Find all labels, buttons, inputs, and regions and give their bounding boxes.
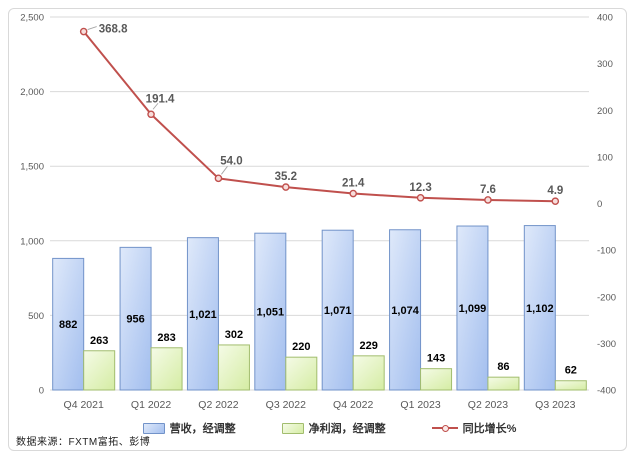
growth-label-leader xyxy=(152,102,159,110)
revenue-bar-swatch-icon xyxy=(142,422,165,434)
x-axis-label: Q4 2021 xyxy=(64,399,104,411)
x-axis-label: Q3 2023 xyxy=(535,399,575,411)
growth-marker xyxy=(416,193,425,202)
profit-bar xyxy=(487,376,520,391)
revenue-bar-label: 1,099 xyxy=(459,303,487,315)
growth-point-label: 368.8 xyxy=(99,24,128,36)
profit-bar xyxy=(83,350,116,391)
revenue-bar xyxy=(389,229,422,391)
growth-marker xyxy=(484,196,492,204)
legend-item-profit: 净利润，经调整 xyxy=(281,420,386,436)
growth-line-swatch-icon xyxy=(431,424,458,433)
legend-item-revenue: 营收，经调整 xyxy=(142,420,236,436)
profit-bar-label: 283 xyxy=(157,332,175,344)
revenue-bar xyxy=(254,232,287,391)
growth-point-label: 7.6 xyxy=(480,184,496,196)
right-axis-tick-label: 100 xyxy=(597,152,613,163)
revenue-bar-label: 1,102 xyxy=(526,303,554,315)
revenue-bar-label: 1,051 xyxy=(257,307,285,319)
revenue-bar-label: 1,071 xyxy=(324,305,352,317)
right-axis-tick-label: -300 xyxy=(597,339,616,350)
legend-label-revenue: 营收，经调整 xyxy=(169,423,236,435)
revenue-bar xyxy=(186,237,219,391)
growth-marker xyxy=(349,189,357,198)
x-axis-label: Q4 2022 xyxy=(333,399,373,411)
legend: 营收，经调整 净利润，经调整 同比增长% xyxy=(12,420,635,436)
right-axis-tick-label: -200 xyxy=(597,292,616,303)
revenue-bar xyxy=(119,246,152,391)
growth-point-label: 12.3 xyxy=(409,182,431,194)
right-axis-tick-label: -400 xyxy=(597,386,616,397)
x-axis-label: Q2 2022 xyxy=(198,399,238,411)
revenue-bar xyxy=(52,257,85,391)
growth-point-label: 54.0 xyxy=(220,155,242,167)
profit-bar xyxy=(217,344,250,391)
profit-bar-label: 62 xyxy=(565,365,577,377)
growth-point-label: 191.4 xyxy=(146,93,175,105)
left-axis-tick-label: 1,000 xyxy=(20,236,44,247)
right-axis-tick-label: -100 xyxy=(597,246,616,257)
growth-line xyxy=(82,30,556,203)
profit-bar xyxy=(352,355,385,391)
growth-label-leader xyxy=(221,166,228,175)
growth-line-swatch-marker xyxy=(441,424,449,432)
right-axis-tick-label: 400 xyxy=(597,13,613,24)
profit-bar-label: 302 xyxy=(225,329,243,341)
profit-bar-label: 220 xyxy=(292,341,310,353)
growth-marker xyxy=(282,183,290,191)
x-axis-label: Q3 2022 xyxy=(266,399,306,411)
growth-marker xyxy=(79,27,88,36)
revenue-bar-label: 1,074 xyxy=(391,305,419,317)
source-note: 数据来源：FXTM富拓、彭博 xyxy=(16,437,151,448)
profit-bar xyxy=(554,380,587,391)
right-axis-tick-label: 300 xyxy=(597,59,613,70)
x-axis-label: Q2 2023 xyxy=(468,399,508,411)
profit-bar xyxy=(420,368,453,391)
right-axis-tick-label: 200 xyxy=(597,106,613,117)
left-axis-tick-label: 2,000 xyxy=(20,87,44,98)
growth-label-leader xyxy=(87,26,97,30)
growth-point-label: 21.4 xyxy=(342,178,365,190)
combo-chart: 0 500 1,000 1,500 2,000 2,500 -400 -300 -200 -100… xyxy=(20,13,616,412)
revenue-bar xyxy=(321,229,354,391)
left-axis-tick-label: 2,500 xyxy=(20,13,44,24)
left-axis-tick-label: 500 xyxy=(28,311,44,322)
profit-bar-swatch-icon xyxy=(281,422,304,434)
profit-bar xyxy=(150,347,183,391)
profit-bar-label: 143 xyxy=(427,353,445,365)
legend-item-growth: 同比增长% xyxy=(431,420,517,436)
left-axis-tick-label: 0 xyxy=(39,386,44,397)
right-axis-tick-label: 0 xyxy=(597,199,602,210)
left-axis-tick-label: 1,500 xyxy=(20,162,44,173)
revenue-bar-label: 1,021 xyxy=(189,309,217,321)
profit-bar-label: 263 xyxy=(90,335,108,347)
growth-marker xyxy=(214,174,223,183)
revenue-bar xyxy=(456,225,489,391)
growth-point-label: 35.2 xyxy=(275,171,297,183)
growth-point-label: 4.9 xyxy=(547,185,563,197)
legend-label-profit: 净利润，经调整 xyxy=(308,423,386,435)
x-axis-label: Q1 2023 xyxy=(400,399,440,411)
revenue-bar-label: 882 xyxy=(59,319,77,331)
growth-marker xyxy=(551,197,560,206)
revenue-bar xyxy=(523,225,556,391)
revenue-bar-label: 956 xyxy=(126,314,144,326)
profit-bar-label: 86 xyxy=(497,361,509,373)
profit-bar xyxy=(285,356,318,391)
profit-bar-label: 229 xyxy=(360,340,378,352)
legend-label-growth: 同比增长% xyxy=(462,423,517,435)
growth-marker xyxy=(147,110,155,119)
x-axis-label: Q1 2022 xyxy=(131,399,171,411)
